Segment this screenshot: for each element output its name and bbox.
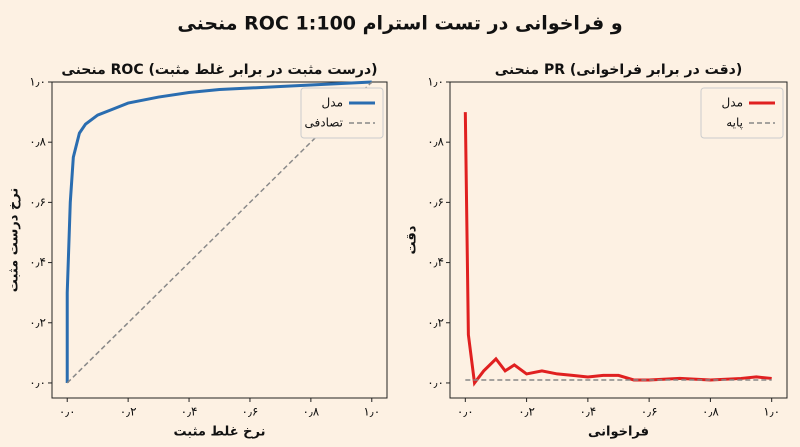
y-tick-label: ۱٫۰ <box>29 75 46 89</box>
legend-label: مدل <box>722 96 743 110</box>
y-tick-label: ۰٫۶ <box>29 195 46 209</box>
legend-label: تصادفی <box>305 116 343 130</box>
legend-box <box>300 87 384 139</box>
y-tick-label: ۰٫۰ <box>29 375 46 389</box>
plot-frame <box>449 81 788 399</box>
y-tick-label: ۰٫۴ <box>427 255 444 269</box>
x-tick-label: ۰٫۴ <box>181 405 198 419</box>
x-tick-label: ۰٫۲ <box>120 405 137 419</box>
subplot-title: منحنی ROC (درست مثبت در برابر غلط مثبت) <box>61 62 377 78</box>
x-tick-label: ۰٫۶ <box>641 405 658 419</box>
y-axis-label: دقت <box>405 225 420 254</box>
x-axis-label: فراخوانی <box>588 425 649 440</box>
x-tick-label: ۰٫۰ <box>457 405 474 419</box>
legend-label: مدل <box>322 96 343 110</box>
y-tick-label: ۰٫۸ <box>427 135 444 149</box>
legend-box <box>700 87 784 139</box>
y-tick-label: ۰٫۸ <box>29 135 46 149</box>
x-tick-label: ۱٫۰ <box>763 405 780 419</box>
y-axis-label: نرخ درست مثبت <box>7 188 22 293</box>
x-tick-label: ۰٫۶ <box>242 405 259 419</box>
subplot-title: منحنی PR (دقت در برابر فراخوانی) <box>495 62 742 78</box>
x-tick-label: ۰٫۰ <box>59 405 76 419</box>
series-line <box>65 80 372 383</box>
x-tick-label: ۰٫۴ <box>579 405 596 419</box>
y-tick-label: ۰٫۲ <box>427 315 444 329</box>
y-tick-label: ۰٫۰ <box>427 375 444 389</box>
x-tick-label: ۰٫۸ <box>302 405 319 419</box>
x-axis-label: نرخ غلط مثبت <box>174 425 266 440</box>
legend-label: پایه <box>726 116 743 130</box>
y-tick-label: ۰٫۴ <box>29 255 46 269</box>
y-tick-label: ۰٫۶ <box>427 195 444 209</box>
figure-title: منحنی ROC و فراخوانی در تست استرام 1:100 <box>177 13 622 35</box>
series-line <box>463 112 772 387</box>
plot-frame <box>51 81 388 399</box>
x-tick-label: ۰٫۸ <box>702 405 719 419</box>
y-tick-label: ۱٫۰ <box>427 75 444 89</box>
x-tick-label: ۱٫۰ <box>363 405 380 419</box>
y-tick-label: ۰٫۲ <box>29 315 46 329</box>
x-tick-label: ۰٫۲ <box>518 405 535 419</box>
